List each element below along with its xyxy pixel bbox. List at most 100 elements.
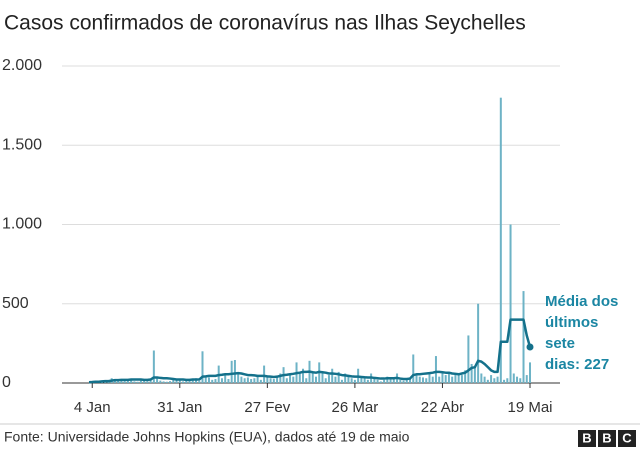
y-tick-label: 1.000 (2, 216, 42, 233)
bar (500, 98, 502, 383)
bar (315, 377, 317, 383)
bar (166, 382, 168, 383)
bar (503, 380, 505, 383)
end-dot (527, 344, 534, 351)
y-tick-label: 1.500 (2, 136, 42, 153)
bar (208, 377, 210, 383)
bar (124, 381, 126, 383)
logo-letter: B (582, 430, 591, 445)
annotation: sete (545, 335, 575, 352)
bar (137, 382, 139, 383)
average-line (89, 320, 530, 383)
bar (146, 381, 148, 383)
bar (393, 379, 395, 383)
x-tick-label: 27 Fev (244, 399, 290, 416)
bar (211, 380, 213, 383)
bar (412, 354, 414, 383)
bar (305, 378, 307, 383)
annotation: Média dos (545, 293, 618, 310)
bar (334, 377, 336, 383)
bar (231, 361, 233, 383)
bar (516, 377, 518, 383)
bar (497, 377, 499, 383)
annotation: dias: 227 (545, 356, 609, 373)
bar (159, 381, 161, 383)
annotation: últimos (545, 314, 598, 331)
bar (425, 378, 427, 383)
bar (451, 377, 453, 383)
bar (422, 377, 424, 383)
x-tick-label: 22 Abr (421, 399, 464, 416)
bar (493, 378, 495, 383)
bar (253, 378, 255, 383)
bar (474, 367, 476, 383)
logo-letter: C (622, 430, 632, 445)
bar (367, 380, 369, 383)
bar (234, 360, 236, 383)
bar (244, 378, 246, 383)
y-tick-label: 2.000 (2, 57, 42, 74)
bar (461, 375, 463, 383)
chart-title: Casos confirmados de coronavírus nas Ilh… (4, 12, 526, 35)
bar (224, 375, 226, 383)
bar (513, 373, 515, 383)
x-tick-label: 26 Mar (332, 399, 379, 416)
source: Fonte: Universidade Johns Hopkins (EUA),… (4, 429, 410, 445)
logo-letter: B (602, 430, 611, 445)
y-tick-label: 0 (2, 374, 11, 391)
bar (438, 377, 440, 383)
bar (257, 377, 259, 383)
bar (529, 362, 531, 383)
bar (526, 375, 528, 383)
bar (432, 377, 434, 383)
x-tick-label: 19 Mai (507, 399, 552, 416)
y-tick-label: 500 (2, 295, 29, 312)
x-tick-label: 31 Jan (157, 399, 202, 416)
bar (445, 375, 447, 383)
bar (477, 304, 479, 383)
bar (467, 335, 469, 383)
bar (240, 377, 242, 383)
bar (270, 378, 272, 383)
bar (292, 377, 294, 383)
bar (221, 378, 223, 383)
bar (321, 373, 323, 383)
bar (156, 378, 158, 383)
bar (351, 378, 353, 383)
x-tick-label: 4 Jan (74, 399, 111, 416)
bar (237, 373, 239, 383)
bar (441, 373, 443, 383)
bar (419, 377, 421, 383)
bar (227, 379, 229, 383)
bar (506, 378, 508, 383)
bar (260, 380, 262, 383)
bar (286, 378, 288, 383)
bar (399, 380, 401, 383)
bar (377, 380, 379, 383)
bar (519, 378, 521, 383)
bar (263, 366, 265, 383)
bar (198, 381, 200, 383)
bar (299, 373, 301, 383)
bar (266, 377, 268, 383)
bar (480, 373, 482, 383)
bar (325, 378, 327, 383)
bar (403, 381, 405, 383)
bar (490, 375, 492, 383)
bar (435, 356, 437, 383)
bar (383, 380, 385, 383)
bar (328, 375, 330, 383)
bar (273, 379, 275, 383)
bar (428, 373, 430, 383)
bar (214, 379, 216, 383)
bar (416, 375, 418, 383)
bar (484, 377, 486, 383)
bar (354, 380, 356, 383)
bar (341, 380, 343, 383)
bar (331, 369, 333, 383)
bar (289, 375, 291, 383)
bar (487, 380, 489, 383)
bar (247, 377, 249, 383)
bar (133, 381, 135, 383)
